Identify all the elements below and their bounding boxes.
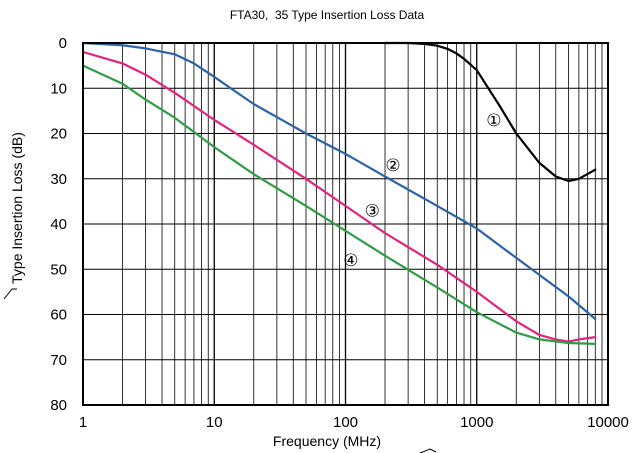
series-line	[383, 41, 597, 183]
plot-frame	[82, 42, 609, 406]
curve-label: ②	[385, 156, 400, 175]
x-tick-labels: 1 10 100 1000 10000	[79, 414, 629, 431]
grid	[83, 43, 608, 405]
y-tick-labels: 0 10 20 30 40 50 60 70 80	[50, 35, 67, 414]
y-tick-label: 80	[50, 397, 67, 414]
x-tick-label: 10000	[587, 414, 629, 431]
curve-label: ③	[365, 201, 380, 220]
y-axis-label: Type Insertion Loss (dB)	[9, 132, 25, 284]
series-line	[81, 41, 597, 321]
y-tick-label: 10	[50, 80, 67, 97]
x-label-leader-mark	[418, 448, 437, 453]
x-tick-label: 100	[333, 414, 358, 431]
curve-label: ①	[486, 111, 501, 130]
y-tick-label: 40	[50, 216, 67, 233]
curve-labels: ① ② ③ ④	[343, 111, 501, 270]
series-line	[81, 64, 597, 345]
x-tick-label: 1000	[460, 414, 493, 431]
y-tick-label: 20	[50, 126, 67, 143]
y-label-leader-mark	[3, 288, 17, 300]
y-tick-label: 50	[50, 261, 67, 278]
y-tick-label: 60	[50, 307, 67, 324]
y-tick-label: 70	[50, 352, 67, 369]
series-group	[81, 41, 597, 345]
y-tick-label: 30	[50, 171, 67, 188]
chart-title: FTA30, 35 Type Insertion Loss Data	[230, 8, 425, 22]
x-tick-label: 1	[79, 414, 87, 431]
y-tick-label: 0	[59, 35, 67, 52]
curve-label: ④	[343, 251, 358, 270]
series-line	[81, 50, 597, 343]
x-axis-label: Frequency (MHz)	[273, 433, 381, 449]
x-tick-label: 10	[206, 414, 223, 431]
